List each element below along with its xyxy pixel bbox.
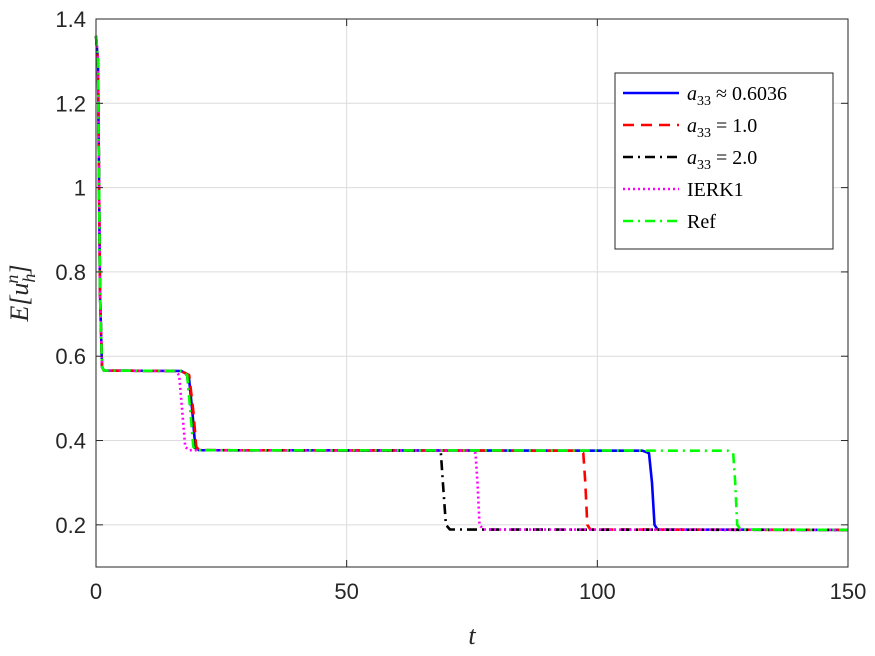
y-axis-label: E[uhn] — [2, 264, 39, 322]
x-axis-label: t — [468, 621, 476, 650]
plot-frame — [95, 18, 849, 568]
y-tick-label: 0.8 — [55, 260, 86, 285]
x-axis: 0 50 100 150 — [90, 19, 866, 604]
x-tick-label: 100 — [579, 579, 616, 604]
svg-text:E[uhn]: E[uhn] — [2, 264, 39, 322]
x-tick-label: 0 — [90, 579, 102, 604]
y-tick-label: 0.6 — [55, 344, 86, 369]
y-tick-label: 1.2 — [55, 91, 86, 116]
svg-text:t: t — [468, 621, 476, 650]
legend-label: a33 = 1.0 — [687, 115, 757, 141]
y-tick-label: 1.4 — [55, 7, 86, 32]
x-tick-label: 150 — [830, 579, 867, 604]
y-tick-label: 1 — [74, 176, 86, 201]
legend-label: a33 ≈ 0.6036 — [687, 83, 787, 109]
legend-label: Ref — [687, 211, 716, 233]
legend: a33 ≈ 0.6036 a33 = 1.0 a33 = 2.0 IERK1 Ref — [614, 72, 834, 250]
series-line-3 — [94, 35, 849, 532]
legend-label: IERK1 — [687, 179, 744, 201]
y-axis: 0.2 0.4 0.6 0.8 1 1.2 1.4 — [55, 7, 848, 538]
series-line-4 — [94, 35, 849, 532]
legend-label: a33 = 2.0 — [687, 147, 757, 173]
legend-box — [614, 72, 834, 250]
y-tick-label: 0.2 — [55, 513, 86, 538]
y-tick-label: 0.4 — [55, 429, 86, 454]
series-group — [94, 35, 849, 532]
x-tick-label: 50 — [334, 579, 358, 604]
